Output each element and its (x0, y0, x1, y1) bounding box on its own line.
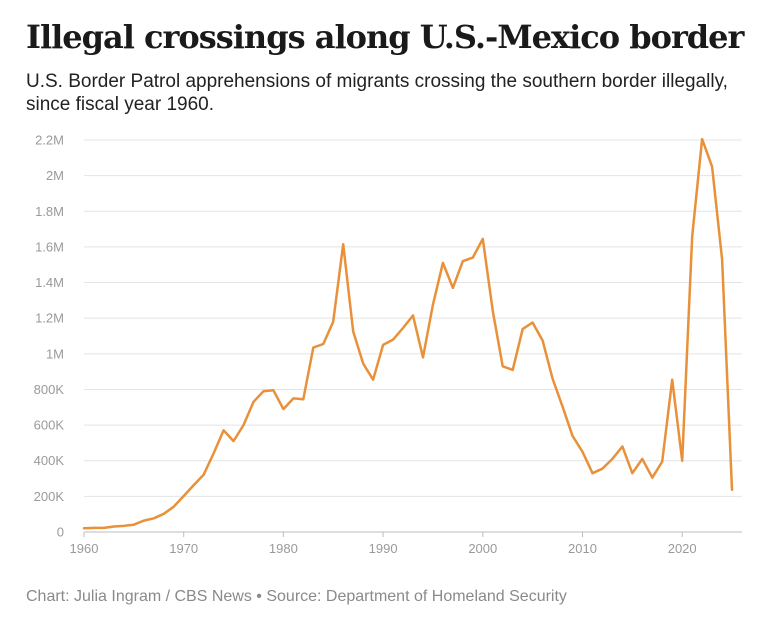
y-tick-label: 1M (46, 346, 64, 361)
y-tick-label: 800K (34, 382, 65, 397)
y-tick-label: 400K (34, 453, 65, 468)
x-axis-ticks: 1960 1970 1980 1990 2000 2010 2020 (70, 532, 697, 556)
apprehensions-line (82, 137, 734, 530)
x-tick-label: 2020 (668, 541, 697, 556)
chart-title: Illegal crossings along U.S.-Mexico bord… (26, 18, 744, 56)
y-tick-label: 2M (46, 168, 64, 183)
y-tick-label: 200K (34, 489, 65, 504)
chart-subtitle: U.S. Border Patrol apprehensions of migr… (26, 71, 728, 115)
x-tick-label: 1970 (169, 541, 198, 556)
y-tick-label: 1.4M (35, 275, 64, 290)
x-tick-label: 1960 (70, 541, 99, 556)
series-group (82, 137, 734, 530)
y-tick-label: 1.6M (35, 239, 64, 254)
x-tick-label: 2000 (468, 541, 497, 556)
gridlines (84, 139, 742, 497)
x-tick-label: 2010 (568, 541, 597, 556)
y-tick-label: 2.2M (35, 133, 64, 148)
y-tick-label: 1.8M (35, 204, 64, 219)
y-tick-label: 0 (57, 525, 64, 540)
x-tick-label: 1980 (269, 541, 298, 556)
y-axis-ticks: 0 200K 400K 600K 800K 1M 1.2M 1.4M 1.6M 1.8M 2M 2.2… (34, 133, 65, 540)
y-tick-label: 600K (34, 418, 65, 433)
y-tick-label: 1.2M (35, 311, 64, 326)
source-credit: Chart: Julia Ingram / CBS News • Source:… (26, 588, 567, 605)
x-tick-label: 1990 (369, 541, 398, 556)
